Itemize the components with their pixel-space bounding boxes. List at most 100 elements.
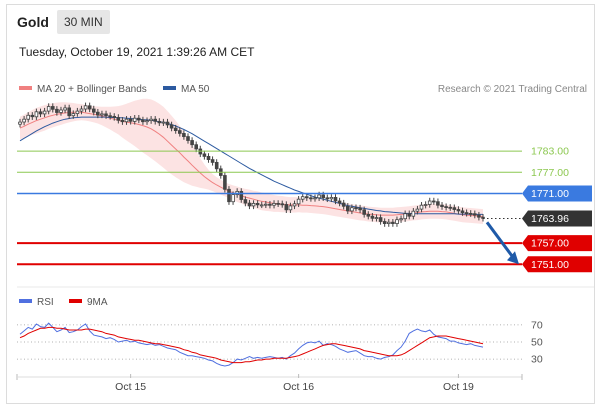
candle	[268, 200, 272, 209]
candle-body	[177, 130, 182, 134]
candle-body	[26, 114, 30, 120]
candle-body	[329, 196, 334, 200]
chart-datetime: Tuesday, October 19, 2021 1:39:26 AM CET	[19, 45, 255, 59]
candle-body	[120, 119, 125, 123]
candle-body	[325, 197, 330, 200]
candle-body	[157, 121, 162, 124]
candle-body	[448, 206, 452, 209]
candle-body	[391, 221, 395, 224]
candle	[46, 103, 51, 115]
candle	[112, 113, 117, 121]
candle-body	[444, 206, 448, 209]
forecast-arrow-shaft	[485, 221, 515, 259]
candle	[448, 204, 452, 211]
candle	[239, 188, 244, 203]
candle-body	[427, 200, 432, 205]
candle-body	[194, 144, 199, 150]
candle-body	[51, 106, 55, 110]
candle	[51, 103, 55, 113]
candle	[153, 116, 158, 125]
candle	[92, 105, 96, 116]
candle	[96, 108, 100, 119]
candle	[366, 211, 371, 220]
level-label: 1763.96	[531, 213, 569, 225]
candle	[104, 110, 108, 119]
candle	[452, 204, 457, 213]
candle-body	[354, 207, 358, 210]
level-resistance: 1777.00	[17, 167, 569, 179]
symbol-title: Gold	[17, 14, 49, 30]
candle	[71, 110, 76, 119]
candle-body	[18, 121, 22, 125]
candle	[292, 200, 297, 210]
candle-body	[382, 221, 387, 224]
candle-body	[341, 202, 346, 207]
candle	[460, 207, 465, 216]
price-legend-ma50: MA 50	[163, 84, 209, 95]
candle	[182, 130, 186, 140]
candle	[411, 208, 416, 220]
candle	[333, 194, 338, 205]
candle	[263, 200, 268, 209]
candle-body	[100, 113, 104, 116]
candle-body	[456, 209, 461, 212]
candle	[370, 213, 375, 222]
candle-body	[67, 107, 72, 117]
candle-body	[38, 111, 43, 115]
candle	[436, 198, 440, 209]
candle	[468, 210, 473, 217]
rsi-legend-label: RSI	[37, 297, 54, 308]
candle	[75, 107, 80, 117]
candle	[157, 118, 162, 126]
candle-body	[423, 204, 428, 206]
forecast-arrow	[485, 221, 519, 265]
candle-body	[182, 132, 186, 137]
candle	[243, 196, 248, 207]
candle	[456, 206, 461, 215]
candle	[313, 194, 317, 202]
candle-body	[366, 213, 371, 217]
candle-body	[403, 213, 407, 220]
rsi-tick-label: 50	[531, 337, 543, 349]
candle	[202, 150, 207, 160]
candle	[169, 121, 174, 132]
level-pivot: 1771.00	[17, 185, 592, 202]
candle	[382, 218, 387, 227]
time-axis: Oct 15 Oct 16 Oct 19	[16, 374, 523, 393]
level-label: 1751.00	[531, 259, 569, 271]
candle-body	[96, 111, 100, 116]
candle-body	[407, 213, 411, 217]
candle-body	[452, 207, 457, 210]
rsi-line	[19, 322, 484, 367]
candle	[186, 133, 190, 144]
rsi-pane: 70 50 30	[17, 319, 543, 367]
candle-body	[223, 175, 227, 190]
candle	[42, 107, 47, 118]
rsi-swatch	[19, 299, 32, 304]
timeframe-tab[interactable]: 30 MIN	[57, 10, 110, 34]
candle-body	[431, 200, 436, 203]
candle	[214, 159, 219, 172]
candle	[386, 219, 391, 227]
candle	[427, 197, 432, 208]
candle	[309, 194, 313, 202]
candle-body	[55, 108, 59, 113]
candle	[210, 156, 215, 166]
candle-body	[71, 113, 76, 117]
price-levels: 1783.00 1777.00 1771.00 1763.96 1757.00 1751.…	[17, 146, 592, 273]
candle-body	[309, 197, 313, 200]
candle	[165, 118, 170, 129]
candle-body	[22, 118, 26, 123]
candle-body	[112, 116, 117, 118]
candle	[79, 105, 84, 115]
candle	[296, 196, 301, 207]
candle-body	[214, 161, 219, 170]
candle-body	[153, 118, 158, 122]
level-label: 1757.00	[531, 238, 569, 250]
candle	[431, 197, 436, 205]
candle	[276, 200, 280, 207]
candle	[100, 110, 104, 119]
candle-body	[284, 204, 289, 211]
candle-body	[440, 204, 444, 207]
